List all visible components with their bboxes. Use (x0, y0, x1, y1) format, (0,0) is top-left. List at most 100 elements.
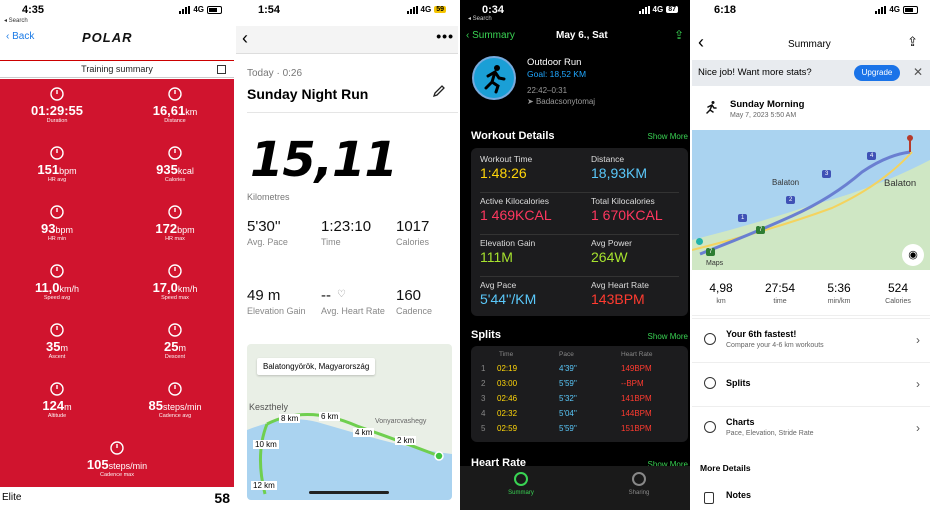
metric-label: Speed max (161, 295, 189, 301)
metric-unit: km/h (59, 284, 80, 294)
network-type: 4G (193, 5, 204, 14)
heart-avg-icon (48, 144, 66, 160)
metric-value: 25m (120, 339, 230, 354)
route-map[interactable]: Balatongyörök, Magyarország Keszthely 8 … (247, 344, 452, 500)
notes-icon[interactable] (704, 492, 714, 504)
tab-summary[interactable]: Summary (506, 472, 536, 496)
section-title: Workout Details (471, 130, 555, 142)
detail-value: 1 469KCAL (480, 207, 552, 223)
metric-hr-max: 172bpm HR max (120, 203, 230, 242)
polar-logo: POLAR (82, 30, 133, 45)
home-indicator (309, 491, 389, 494)
back-button[interactable]: ‹ Back (6, 31, 34, 42)
stat-min-km: 5:36 min/km (810, 281, 868, 305)
start-marker (696, 238, 703, 245)
metric-value: 01:29:55 (2, 103, 112, 118)
stat-value: 1:23:10 (321, 218, 372, 235)
more-options-icon[interactable]: ••• (436, 28, 454, 44)
metric-value: 93bpm (2, 221, 112, 236)
metric-unit: steps/min (108, 461, 148, 471)
network-type: 4G (889, 5, 900, 14)
metric-label: Distance (164, 118, 186, 124)
workout-details-title: Workout Details (471, 130, 555, 142)
edit-pencil-icon[interactable] (432, 84, 446, 98)
metric-label: Ascent (48, 354, 66, 360)
detail-avg-power: Avg Power 264W (591, 238, 632, 265)
chevron-left-icon: ‹ (466, 30, 473, 41)
ascent-icon (48, 321, 66, 337)
network-indicator: 4G 87 (638, 5, 678, 14)
strava-screen: 1:54 4G 59 ‹ ••• Today · 0:26 Sunday Nig… (236, 0, 458, 510)
row-charts[interactable]: Charts Pace, Elevation, Stride Rate › (692, 406, 930, 450)
split-pace: 5'59'' (559, 379, 577, 388)
close-icon[interactable]: ✕ (912, 65, 923, 79)
split-number: 1 (481, 364, 486, 373)
splits-title: Splits (471, 329, 501, 341)
back-chevron-icon[interactable]: ‹ (242, 28, 248, 48)
metric-label: HR max (165, 236, 185, 242)
page-title: Summary (788, 39, 831, 50)
split-time: 03:00 (497, 379, 518, 388)
search-back-link[interactable]: ◂ Search (468, 16, 492, 22)
notes-label[interactable]: Notes (726, 490, 752, 500)
row-title: Charts (726, 417, 755, 427)
distance-unit: Kilometres (247, 192, 290, 202)
detail-value: 143BPM (591, 291, 645, 307)
camera-icon[interactable]: ◉ (902, 244, 924, 266)
altitude-icon (48, 380, 66, 396)
metric-value: 151bpm (2, 162, 112, 177)
metric-value: 124m (2, 398, 112, 413)
metric-unit: kcal (177, 166, 194, 176)
stat-value: 1017 (396, 218, 430, 235)
route-map[interactable]: Balaton Balaton 4 3 2 1 7 7 Maps ◉ (692, 130, 930, 270)
battery-icon (207, 5, 222, 14)
metric-cadence-max: 105steps/min Cadence max (62, 439, 172, 478)
metric-unit: bpm (59, 166, 77, 176)
upgrade-button[interactable]: Upgrade (854, 65, 900, 81)
stat-value: 5:36 (827, 281, 851, 295)
status-time: 6:18 (714, 4, 737, 16)
detail-label: Distance (591, 154, 625, 164)
summary-rings-icon (514, 472, 528, 486)
tab-sharing[interactable]: Sharing (624, 472, 654, 496)
row-splits[interactable]: Splits › (692, 362, 930, 406)
stat-calories: 1017 Calories (396, 218, 456, 247)
speed-avg-icon (48, 262, 66, 278)
search-back-link[interactable]: ◂ Search (4, 18, 28, 24)
activity-title: Sunday Morning (730, 99, 805, 110)
show-more-link[interactable]: Show More (647, 460, 688, 469)
nav-bar: ‹ Summary ⇪ (692, 26, 930, 60)
metric-altitude: 124m Altitude (2, 380, 112, 419)
show-more-link[interactable]: Show More (647, 132, 688, 141)
splits-card: Time Pace Heart Rate 1 02:19 4'39'' 149BPM 2… (471, 346, 688, 442)
map-label: 4 km (353, 428, 375, 437)
stat-avg-heart-rate: -- Avg. Heart Rate (321, 287, 393, 316)
stat-label: Elevation Gain (247, 306, 306, 316)
metric-number: 17,0 (152, 280, 178, 295)
divider (247, 112, 458, 113)
trophy-icon (704, 333, 716, 345)
share-icon[interactable]: ⇪ (673, 28, 684, 42)
detail-label: Avg Heart Rate (591, 280, 649, 290)
location: ➤ Badacsonytomaj (527, 97, 595, 106)
row-your-6th-fastest[interactable]: Your 6th fastest! Compare your 4-6 km wor… (692, 318, 930, 362)
show-more-link[interactable]: Show More (647, 332, 688, 341)
back-chevron-icon[interactable]: ‹ (698, 32, 704, 52)
metric-value: 105steps/min (62, 457, 172, 472)
metric-descent: 25m Descent (120, 321, 230, 360)
stat-label: Cadence (396, 306, 433, 316)
km-marker: 1 (738, 214, 748, 222)
metric-duration: 01:29:55 Duration (2, 85, 112, 124)
split-row: 4 02:32 5'04'' 144BPM (471, 409, 688, 421)
share-icon[interactable]: ⇪ (907, 34, 918, 49)
row-title: Your 6th fastest! (726, 329, 797, 339)
road-marker: 7 (756, 226, 766, 234)
back-button[interactable]: ‹ Summary (466, 30, 515, 41)
stat-value: 160 (396, 287, 422, 304)
metric-unit: m (178, 343, 186, 353)
metric-unit: km/h (177, 284, 198, 294)
metric-label: Cadence avg (158, 413, 192, 419)
col-header-time: Time (499, 351, 514, 358)
calendar-icon[interactable] (217, 65, 226, 74)
metric-label: Speed avg (43, 295, 71, 301)
